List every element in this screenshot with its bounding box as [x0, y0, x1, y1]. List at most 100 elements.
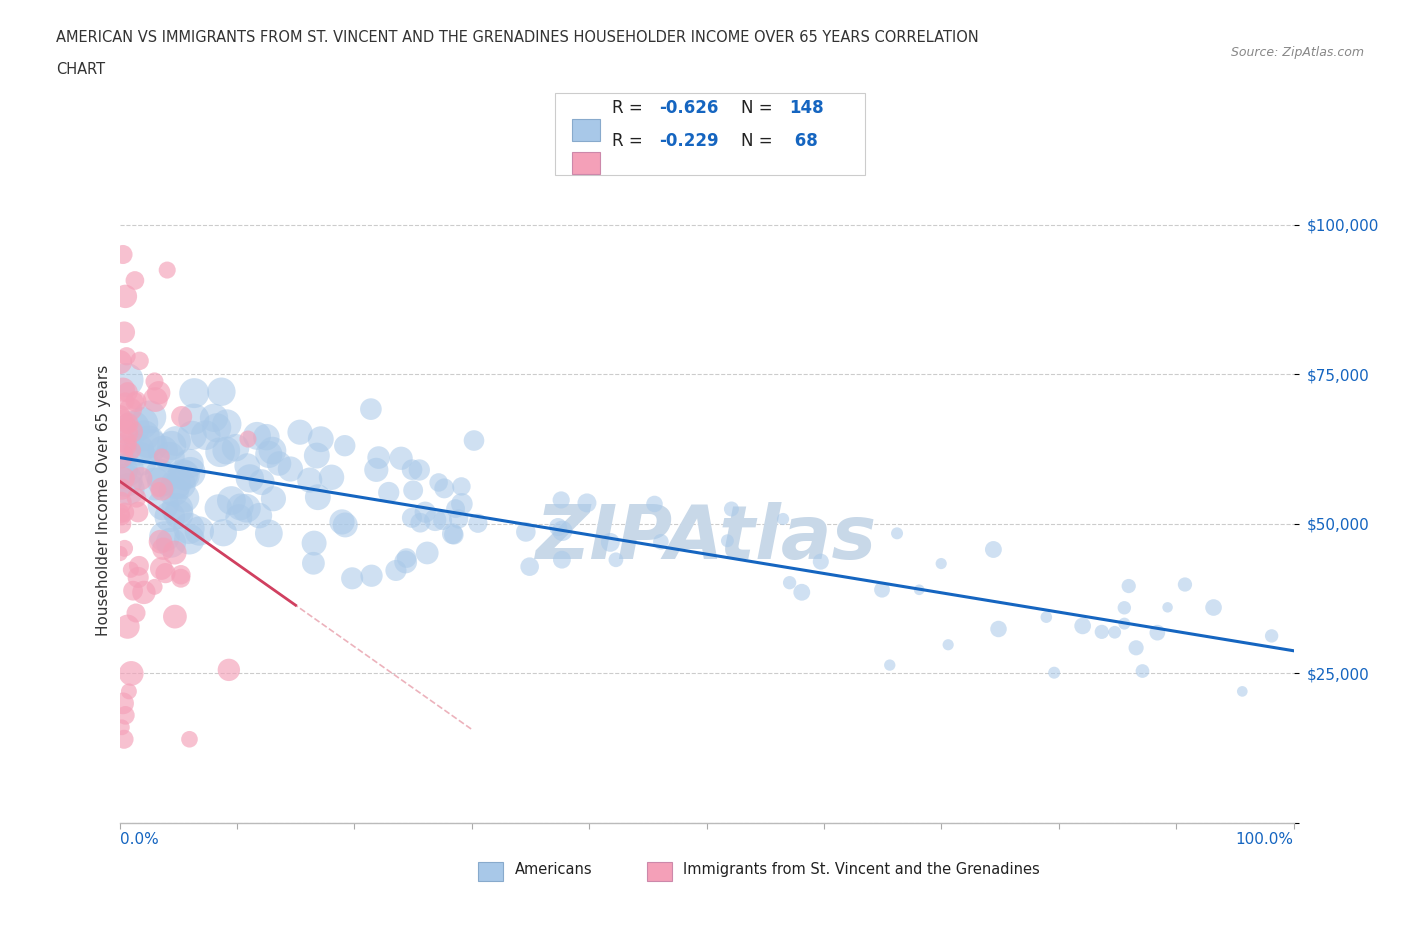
- Text: R =: R =: [612, 100, 648, 117]
- Point: [779, 576, 801, 591]
- Point: [427, 475, 450, 490]
- Text: 0.0%: 0.0%: [120, 832, 159, 847]
- Point: [650, 535, 672, 550]
- Point: [114, 708, 136, 723]
- Point: [307, 490, 329, 505]
- Point: [879, 658, 901, 672]
- Point: [163, 609, 186, 624]
- Point: [115, 472, 138, 487]
- Point: [810, 554, 832, 569]
- Point: [401, 462, 423, 477]
- Point: [333, 438, 356, 453]
- Text: N =: N =: [741, 100, 778, 117]
- Point: [108, 354, 131, 369]
- Point: [120, 402, 142, 417]
- Point: [117, 385, 139, 400]
- Point: [111, 412, 134, 427]
- Point: [451, 497, 474, 512]
- Text: 100.0%: 100.0%: [1236, 832, 1294, 847]
- Point: [575, 496, 598, 511]
- Y-axis label: Householder Income Over 65 years: Householder Income Over 65 years: [96, 365, 111, 635]
- Point: [115, 426, 138, 441]
- Point: [132, 429, 155, 444]
- Point: [716, 533, 738, 548]
- Point: [112, 505, 135, 520]
- Point: [367, 450, 389, 465]
- Point: [166, 501, 188, 516]
- Point: [257, 526, 280, 541]
- Point: [129, 472, 152, 486]
- Point: [288, 425, 311, 440]
- Point: [179, 456, 201, 471]
- Point: [156, 262, 179, 277]
- Point: [120, 563, 142, 578]
- Point: [1118, 578, 1140, 593]
- Point: [236, 432, 259, 446]
- Point: [1071, 618, 1094, 633]
- Point: [305, 448, 328, 463]
- Point: [1114, 617, 1136, 631]
- Point: [246, 429, 269, 444]
- Point: [416, 546, 439, 561]
- Point: [115, 435, 138, 450]
- Text: Immigrants from St. Vincent and the Grenadines: Immigrants from St. Vincent and the Gren…: [683, 862, 1040, 877]
- Point: [143, 374, 166, 389]
- Point: [170, 567, 193, 582]
- Text: CHART: CHART: [56, 62, 105, 77]
- Point: [169, 477, 191, 492]
- Point: [340, 571, 363, 586]
- Point: [122, 583, 145, 598]
- Point: [122, 420, 145, 435]
- Point: [163, 484, 186, 498]
- Point: [179, 532, 201, 547]
- Point: [128, 353, 150, 368]
- Point: [360, 402, 382, 417]
- Text: N =: N =: [741, 132, 778, 150]
- Point: [389, 451, 412, 466]
- Point: [159, 449, 181, 464]
- Point: [149, 467, 172, 482]
- Point: [1104, 625, 1126, 640]
- Point: [183, 386, 205, 401]
- Point: [111, 382, 134, 397]
- Point: [1125, 641, 1147, 656]
- Point: [112, 696, 135, 711]
- Point: [605, 552, 627, 567]
- Point: [515, 525, 537, 539]
- Point: [886, 525, 908, 540]
- Point: [139, 409, 162, 424]
- Point: [150, 561, 173, 576]
- Text: -0.626: -0.626: [659, 100, 718, 117]
- Point: [228, 510, 250, 525]
- Point: [112, 732, 135, 747]
- Text: -0.229: -0.229: [659, 132, 718, 150]
- Point: [138, 434, 160, 449]
- Point: [160, 536, 183, 551]
- Point: [229, 499, 252, 514]
- Point: [128, 558, 150, 573]
- Point: [111, 482, 134, 497]
- Point: [218, 662, 240, 677]
- Point: [148, 385, 170, 400]
- Point: [413, 505, 436, 520]
- Point: [425, 512, 447, 527]
- Point: [202, 410, 225, 425]
- Point: [114, 289, 136, 304]
- Point: [183, 412, 205, 427]
- Point: [983, 542, 1005, 557]
- Point: [125, 490, 148, 505]
- Point: [177, 521, 200, 536]
- Point: [179, 732, 201, 747]
- Point: [225, 440, 247, 455]
- Point: [163, 545, 186, 560]
- Text: Source: ZipAtlas.com: Source: ZipAtlas.com: [1230, 46, 1364, 59]
- Point: [377, 485, 399, 500]
- Point: [143, 392, 166, 407]
- Point: [936, 637, 959, 652]
- Point: [112, 325, 135, 339]
- Point: [120, 666, 142, 681]
- Point: [335, 517, 357, 532]
- Point: [127, 443, 149, 458]
- Point: [173, 490, 195, 505]
- Point: [1091, 624, 1114, 639]
